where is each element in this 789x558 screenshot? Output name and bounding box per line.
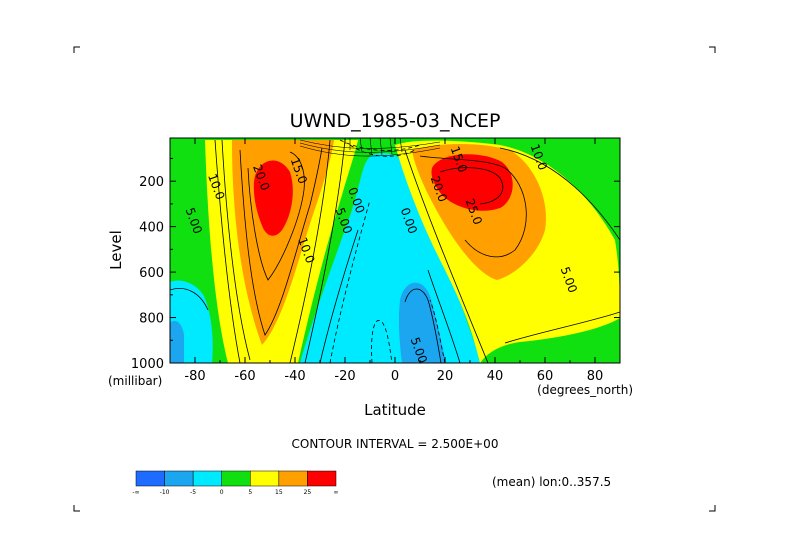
colorbar-tick-label: 25: [304, 489, 312, 496]
x-tick-label: 20: [437, 369, 454, 384]
x-tick-label: 60: [537, 369, 554, 384]
negative-contours: [329, 139, 446, 363]
north-jet-25: [431, 154, 513, 211]
colorbar-tick-label: -10: [160, 489, 170, 496]
colorbar-swatch: [192, 470, 222, 487]
x-tick-label: -80: [184, 369, 205, 384]
x-axis-label: Latitude: [364, 401, 426, 419]
corner-marks: [73, 46, 716, 512]
y-axis: 200 400 600 800 1000: [131, 157, 620, 372]
colorbar: -∞ -10 -5 0 5 15 25 ∞: [132, 470, 339, 496]
colorbar-tick-label: -∞: [132, 489, 139, 496]
colorbar-swatch: [250, 470, 280, 487]
colorbar-swatch: [278, 470, 308, 487]
x-tick-label: 0: [391, 369, 399, 384]
colorbar-swatch: [135, 470, 165, 487]
mean-text: (mean) lon:0..357.5: [492, 475, 611, 489]
colorbar-tick-label: 0: [220, 489, 224, 496]
upper-band-lines: [299, 138, 441, 157]
x-tick-label: 80: [587, 369, 604, 384]
colorbar-swatch: [164, 470, 194, 487]
x-tick-label: -60: [234, 369, 255, 384]
y-tick-label: 800: [139, 312, 164, 327]
y-tick-label: 200: [139, 175, 164, 190]
colorbar-swatch: [307, 470, 337, 487]
south-jet-25: [253, 160, 293, 236]
colorbar-swatch: [221, 470, 251, 487]
y-tick-label: 600: [139, 266, 164, 281]
negative-region-tropics: [300, 153, 482, 363]
x-tick-label: 40: [487, 369, 504, 384]
contour-interval-text: CONTOUR INTERVAL = 2.500E+00: [292, 437, 499, 451]
x-axis: -80 -60 -40 -20 0 20 40 60 80: [169, 138, 621, 384]
y-axis-label: Level: [107, 230, 125, 270]
x-tick-label: -20: [334, 369, 355, 384]
x-axis-unit: (degrees_north): [537, 383, 633, 397]
y-axis-unit: (millibar): [108, 374, 162, 388]
chart-title: UWND_1985-03_NCEP: [290, 110, 501, 132]
strong-negative-region: [398, 282, 446, 363]
contour-lines: [170, 139, 620, 363]
y-tick-label: 1000: [131, 357, 164, 372]
south-small-negative: [170, 320, 184, 363]
x-tick-label: -40: [284, 369, 305, 384]
colorbar-tick-label: 5: [248, 489, 252, 496]
colorbar-tick-label: 15: [275, 489, 283, 496]
colorbar-tick-label: -5: [190, 489, 196, 496]
colorbar-tick-label: ∞: [334, 489, 339, 496]
y-tick-label: 400: [139, 221, 164, 236]
